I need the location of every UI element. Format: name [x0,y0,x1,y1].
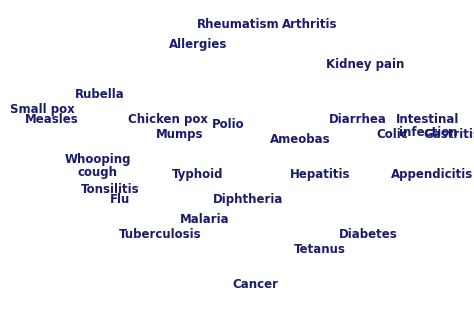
Text: Diarrhea: Diarrhea [329,113,387,126]
Text: Diabetes: Diabetes [338,228,397,241]
Text: Hepatitis: Hepatitis [290,168,350,181]
Text: Chicken pox: Chicken pox [128,113,208,126]
Text: Rheumatism: Rheumatism [197,18,279,31]
Text: Whooping
cough: Whooping cough [65,153,131,179]
Text: Allergies: Allergies [169,38,227,51]
Text: Kidney pain: Kidney pain [326,58,404,71]
Text: Flu: Flu [110,193,130,206]
Text: Small pox: Small pox [9,103,74,116]
Text: Rubella: Rubella [75,88,125,101]
Text: Tonsilitis: Tonsilitis [81,183,139,196]
Text: Tetanus: Tetanus [294,243,346,256]
Text: Intestinal
infection: Intestinal infection [396,113,460,139]
Text: Arthritis: Arthritis [282,18,338,31]
Text: Malaria: Malaria [180,213,230,226]
Text: Tuberculosis: Tuberculosis [118,228,201,241]
Text: Ameobas: Ameobas [270,133,330,146]
Text: Cancer: Cancer [232,278,278,291]
Text: Measles: Measles [25,113,79,126]
Text: Typhoid: Typhoid [172,168,224,181]
Text: Diphtheria: Diphtheria [213,193,283,206]
Text: Colic: Colic [376,128,408,141]
Text: Polio: Polio [212,118,244,131]
Text: Mumps: Mumps [156,128,204,141]
Text: Appendicitis: Appendicitis [391,168,473,181]
Text: Gastritis: Gastritis [424,128,474,141]
